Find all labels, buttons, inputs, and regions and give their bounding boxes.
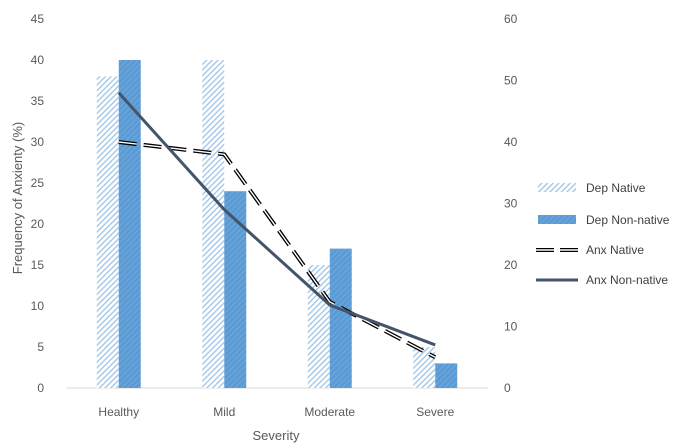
- x-tick-label: Severe: [416, 405, 454, 419]
- lines: [117, 91, 437, 360]
- y-right-tick-label: 0: [504, 381, 511, 395]
- bars: [96, 60, 458, 389]
- x-tick-label: Moderate: [304, 405, 355, 419]
- y-left-tick-label: 25: [31, 176, 45, 190]
- bar-dep-non-native: [224, 191, 247, 388]
- y-left-tick-label: 30: [31, 135, 45, 149]
- y-right-tick-label: 60: [504, 12, 518, 26]
- y-left-tick-label: 20: [31, 217, 45, 231]
- line-anx-native-highlight: [118, 141, 436, 358]
- bar-dep-native: [202, 60, 225, 388]
- x-tick-label: Mild: [213, 405, 235, 419]
- y-axis-right-ticks: 0 10 20 30 40 50 60: [504, 12, 518, 395]
- line-anx-non-native: [117, 91, 436, 347]
- y-left-tick-label: 10: [31, 299, 45, 313]
- legend-label: Dep Non-native: [586, 213, 670, 227]
- x-tick-label: Healthy: [98, 405, 139, 419]
- y-left-tick-label: 35: [31, 94, 45, 108]
- y-right-tick-label: 20: [504, 258, 518, 272]
- legend: Dep Native Dep Non-native Anx Native Anx No…: [536, 181, 670, 287]
- x-axis-ticks: Healthy Mild Moderate Severe: [98, 405, 454, 419]
- line-anx-native: [118, 140, 437, 360]
- legend-label: Anx Native: [586, 243, 644, 257]
- legend-label: Dep Native: [586, 181, 646, 195]
- bar-dep-native: [413, 347, 436, 388]
- bar-dep-native: [96, 76, 119, 389]
- bar-dep-non-native: [118, 60, 141, 388]
- legend-swatch-dep-non-native: [538, 215, 576, 224]
- y-left-tick-label: 5: [37, 340, 44, 354]
- y-right-tick-label: 40: [504, 135, 518, 149]
- y-left-tick-label: 15: [31, 258, 45, 272]
- y-left-tick-label: 40: [31, 53, 45, 67]
- y-axis-title: Frequency of Anxienty (%): [10, 122, 25, 274]
- y-left-tick-label: 0: [37, 381, 44, 395]
- x-axis-title: Severity: [253, 428, 300, 443]
- bar-dep-non-native: [329, 248, 352, 388]
- y-axis-left-ticks: 0 5 10 15 20 25 30 35 40 45: [31, 12, 45, 395]
- y-right-tick-label: 30: [504, 197, 518, 211]
- y-right-tick-label: 50: [504, 74, 518, 88]
- y-left-tick-label: 45: [31, 12, 45, 26]
- legend-swatch-dep-native: [538, 183, 576, 192]
- bar-dep-non-native: [435, 363, 458, 388]
- legend-label: Anx Non-native: [586, 273, 668, 287]
- y-right-tick-label: 10: [504, 320, 518, 334]
